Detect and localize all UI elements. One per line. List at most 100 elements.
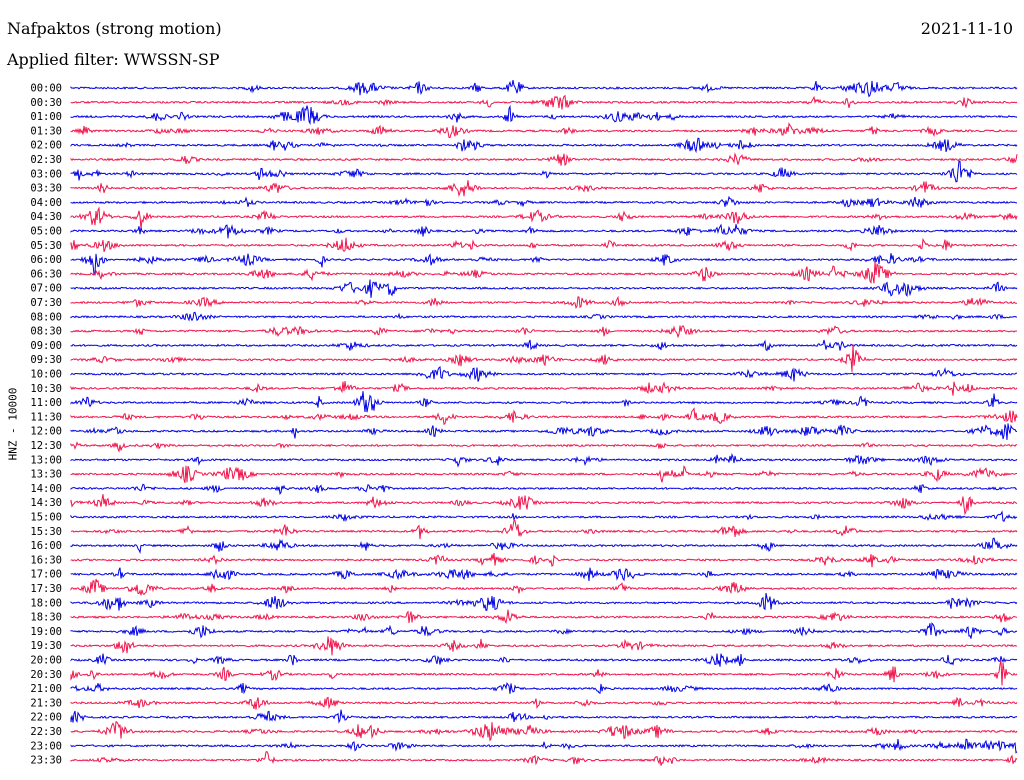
- trace-1330: [70, 465, 1017, 484]
- row-label-1030: 10:30: [30, 383, 62, 395]
- trace-2030: [70, 660, 1018, 686]
- row-label-0600: 06:00: [30, 254, 62, 266]
- trace-1030: [70, 381, 1018, 396]
- row-label-1900: 19:00: [30, 626, 62, 638]
- trace-0530: [70, 237, 1018, 252]
- row-label-0300: 03:00: [30, 168, 62, 180]
- trace-0000: [70, 80, 1018, 98]
- row-label-2000: 20:00: [30, 655, 62, 667]
- row-label-0500: 05:00: [30, 226, 62, 238]
- row-label-0730: 07:30: [30, 297, 62, 309]
- row-label-1730: 17:30: [30, 583, 62, 595]
- trace-0230: [70, 152, 1018, 166]
- trace-1600: [70, 537, 1018, 554]
- trace-1400: [70, 483, 1018, 496]
- row-label-1230: 12:30: [30, 440, 62, 452]
- trace-1500: [70, 510, 1018, 523]
- row-label-0900: 09:00: [30, 340, 62, 352]
- trace-0500: [70, 223, 1018, 239]
- trace-1300: [70, 452, 1018, 468]
- row-label-0400: 04:00: [30, 197, 62, 209]
- trace-1430: [70, 494, 1018, 516]
- trace-1900: [70, 622, 1018, 639]
- trace-0130: [70, 122, 1018, 139]
- trace-1630: [70, 552, 1018, 568]
- trace-1100: [70, 391, 1018, 413]
- row-label-0230: 02:30: [30, 154, 62, 166]
- trace-0800: [70, 311, 1018, 322]
- trace-1530: [70, 520, 1018, 540]
- row-label-2230: 22:30: [30, 726, 62, 738]
- trace-0430: [70, 206, 1018, 229]
- row-label-2330: 23:30: [30, 755, 62, 767]
- trace-0100: [70, 104, 1018, 126]
- row-label-0830: 08:30: [30, 326, 62, 338]
- row-label-0330: 03:30: [30, 183, 62, 195]
- trace-1000: [70, 366, 1018, 382]
- trace-1830: [70, 609, 1018, 625]
- trace-1230: [70, 441, 1017, 453]
- row-label-1430: 14:30: [30, 497, 62, 509]
- row-label-1100: 11:00: [30, 397, 62, 409]
- trace-0030: [70, 94, 1018, 110]
- row-label-0530: 05:30: [30, 240, 62, 252]
- row-label-1600: 16:00: [30, 540, 62, 552]
- trace-1930: [70, 636, 1018, 656]
- trace-2330: [70, 751, 1018, 766]
- trace-0930: [70, 344, 1018, 372]
- station-title: Nafpaktos (strong motion): [7, 19, 222, 38]
- trace-2000: [70, 653, 1018, 667]
- row-label-2130: 21:30: [30, 697, 62, 709]
- row-label-1200: 12:00: [30, 426, 62, 438]
- row-label-0030: 00:30: [30, 97, 62, 109]
- row-label-1830: 18:30: [30, 612, 62, 624]
- row-label-2030: 20:30: [30, 669, 62, 681]
- trace-0300: [70, 160, 1018, 183]
- row-label-1700: 17:00: [30, 569, 62, 581]
- row-label-2300: 23:00: [30, 740, 62, 752]
- row-label-1330: 13:30: [30, 469, 62, 481]
- trace-2200: [70, 709, 1018, 724]
- trace-0730: [70, 295, 1018, 310]
- row-label-2100: 21:00: [30, 683, 62, 695]
- trace-2300: [70, 738, 1018, 754]
- trace-2230: [70, 721, 1018, 742]
- row-label-1630: 16:30: [30, 554, 62, 566]
- trace-0630: [70, 261, 1018, 284]
- trace-0330: [70, 180, 1018, 198]
- trace-0400: [70, 195, 1018, 208]
- row-label-0000: 00:00: [30, 83, 62, 95]
- row-label-1800: 18:00: [30, 597, 62, 609]
- trace-0700: [70, 279, 1018, 298]
- trace-1800: [70, 593, 1018, 612]
- trace-1200: [70, 423, 1018, 440]
- row-label-1500: 15:00: [30, 512, 62, 524]
- row-label-0200: 02:00: [30, 140, 62, 152]
- trace-1700: [70, 567, 1018, 582]
- trace-2130: [70, 696, 1018, 710]
- row-label-0130: 01:30: [30, 125, 62, 137]
- row-label-1000: 10:00: [30, 369, 62, 381]
- trace-1130: [70, 407, 1018, 426]
- trace-0830: [70, 325, 1018, 339]
- trace-1730: [70, 578, 1018, 596]
- row-label-0700: 07:00: [30, 283, 62, 295]
- row-label-1300: 13:00: [30, 454, 62, 466]
- row-label-1930: 19:30: [30, 640, 62, 652]
- row-label-1400: 14:00: [30, 483, 62, 495]
- filter-label: Applied filter: WWSSN-SP: [7, 50, 220, 69]
- trace-0600: [70, 253, 1018, 276]
- row-label-0430: 04:30: [30, 211, 62, 223]
- trace-0900: [70, 339, 1018, 352]
- row-label-0630: 06:30: [30, 268, 62, 280]
- row-label-2200: 22:00: [30, 712, 62, 724]
- row-label-1530: 15:30: [30, 526, 62, 538]
- row-label-0930: 09:30: [30, 354, 62, 366]
- row-label-0800: 08:00: [30, 311, 62, 323]
- trace-0200: [70, 137, 1018, 154]
- row-label-0100: 01:00: [30, 111, 62, 123]
- row-label-1130: 11:30: [30, 411, 62, 423]
- trace-2100: [70, 682, 1018, 695]
- date-label: 2021-11-10: [920, 19, 1013, 38]
